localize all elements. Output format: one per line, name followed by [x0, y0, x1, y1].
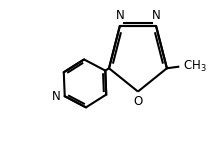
Text: O: O — [133, 95, 143, 107]
Text: N: N — [115, 9, 124, 22]
Text: N: N — [152, 9, 160, 22]
Text: CH$_3$: CH$_3$ — [183, 59, 207, 74]
Text: N: N — [52, 90, 61, 103]
